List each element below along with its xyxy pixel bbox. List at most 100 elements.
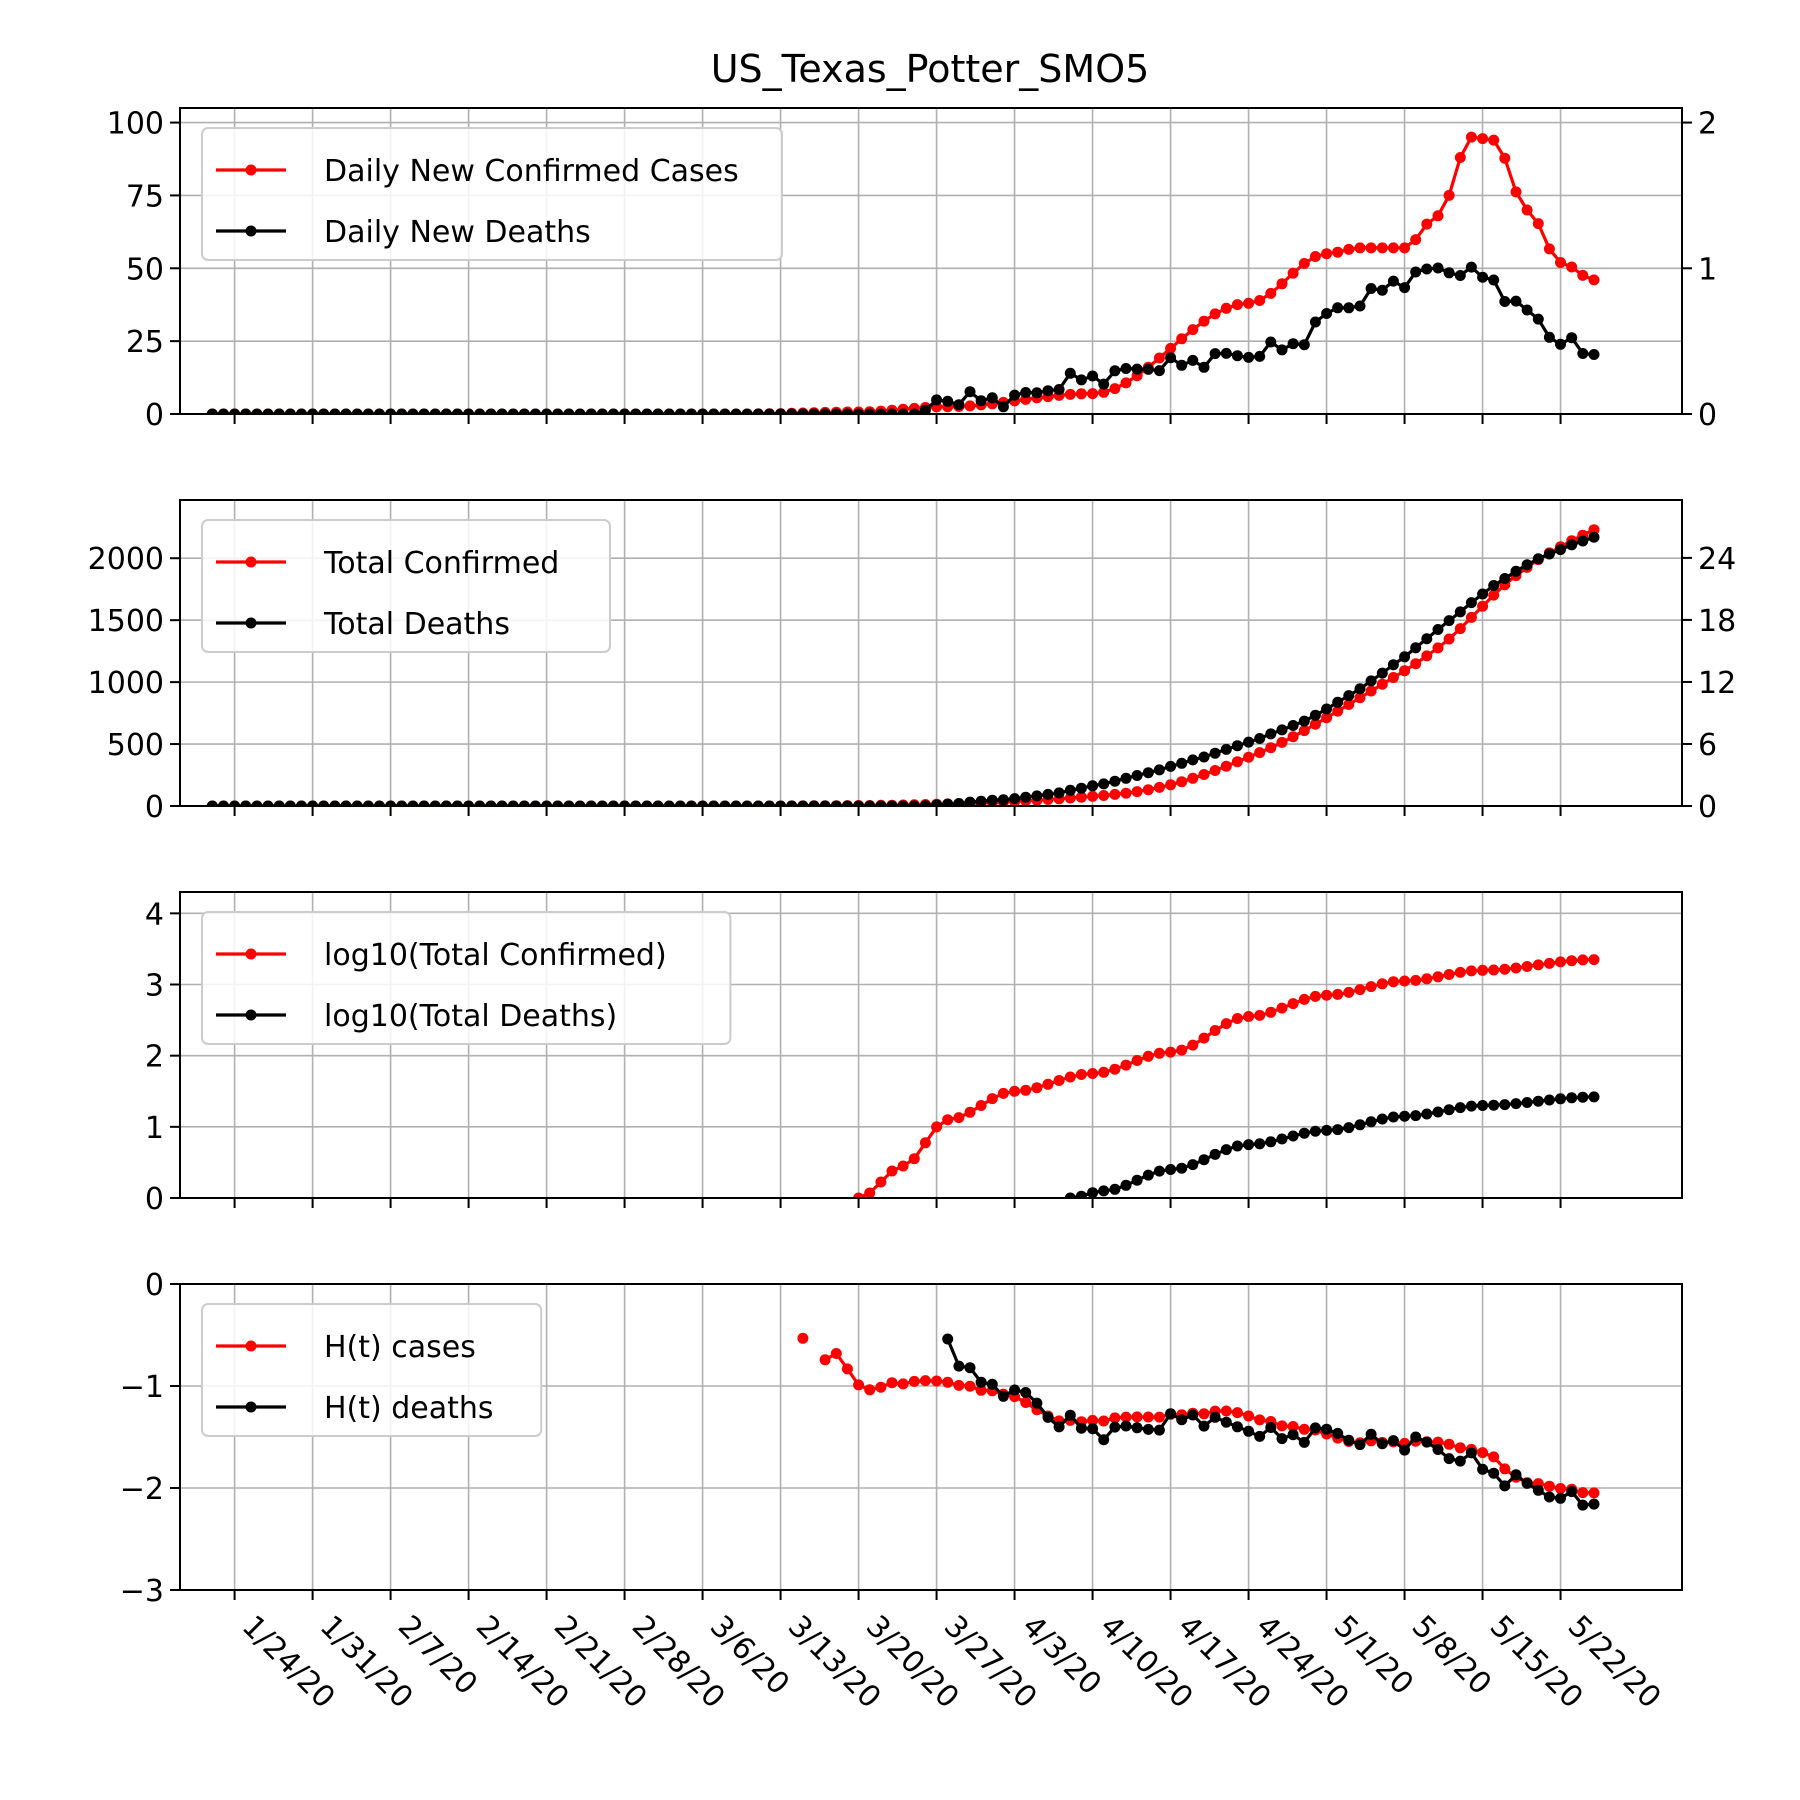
data-point xyxy=(1521,559,1533,571)
legend-marker xyxy=(245,1009,257,1021)
data-point xyxy=(819,408,831,414)
data-point xyxy=(1120,772,1132,784)
data-point xyxy=(1287,731,1299,743)
data-point xyxy=(942,1333,954,1345)
data-point xyxy=(919,404,931,414)
data-point xyxy=(1421,263,1433,275)
legend: Total Confirmed Total Deaths xyxy=(201,519,611,653)
data-point xyxy=(708,408,720,414)
data-point xyxy=(830,408,842,414)
data-point xyxy=(1499,1463,1511,1475)
data-point xyxy=(1454,1455,1466,1467)
data-point xyxy=(975,795,987,806)
data-point xyxy=(1287,267,1299,279)
data-point xyxy=(1087,1414,1099,1426)
data-point xyxy=(1265,728,1277,740)
data-point xyxy=(1410,658,1422,670)
data-point xyxy=(986,1093,998,1105)
data-point xyxy=(908,800,920,806)
data-point xyxy=(942,395,954,407)
data-point xyxy=(440,408,452,414)
data-point xyxy=(1165,1408,1177,1420)
data-point xyxy=(1410,234,1422,246)
data-point xyxy=(1165,760,1177,772)
data-point xyxy=(1142,1411,1154,1423)
data-point xyxy=(1376,1438,1388,1450)
data-point xyxy=(841,1363,853,1375)
data-point xyxy=(953,1379,965,1391)
data-point xyxy=(1465,261,1477,273)
data-point xyxy=(463,800,475,806)
data-point xyxy=(1521,1477,1533,1489)
data-point xyxy=(1298,258,1310,269)
data-point xyxy=(1588,531,1600,543)
data-point xyxy=(1165,352,1177,364)
data-point xyxy=(318,408,330,414)
data-point xyxy=(1298,1127,1310,1139)
data-point xyxy=(1198,1154,1210,1166)
data-point xyxy=(1543,1491,1555,1503)
data-point xyxy=(797,800,809,806)
data-point xyxy=(585,408,597,414)
data-point xyxy=(507,800,519,806)
data-point xyxy=(1231,1421,1243,1433)
data-point xyxy=(1020,1084,1032,1096)
data-point xyxy=(1153,365,1165,377)
data-point xyxy=(641,800,653,806)
data-point xyxy=(1332,696,1344,708)
data-point xyxy=(886,1165,898,1177)
data-point xyxy=(362,800,374,806)
data-point xyxy=(385,408,397,414)
data-point xyxy=(1098,778,1110,790)
data-point xyxy=(1187,354,1199,366)
data-point xyxy=(1432,971,1444,983)
data-point xyxy=(997,1390,1009,1402)
y-tick-label-right: 1 xyxy=(1698,252,1717,287)
data-point xyxy=(1209,348,1221,360)
data-point xyxy=(1243,1139,1255,1151)
data-point xyxy=(474,408,486,414)
data-point xyxy=(1243,751,1255,763)
data-point xyxy=(1075,388,1087,400)
data-point xyxy=(1376,678,1388,690)
data-point xyxy=(975,1376,987,1388)
data-point xyxy=(908,408,920,414)
data-point xyxy=(607,408,619,414)
y-tick-label-left: 1500 xyxy=(88,604,164,639)
data-point xyxy=(1209,1411,1221,1423)
data-point xyxy=(674,408,686,414)
data-point xyxy=(1510,295,1522,307)
data-point xyxy=(931,1121,943,1133)
data-point xyxy=(897,1160,909,1172)
data-point xyxy=(1343,1434,1355,1446)
data-point xyxy=(373,800,385,806)
y-tick-label-left: 1 xyxy=(145,1111,164,1146)
data-point xyxy=(1198,751,1210,763)
data-point xyxy=(964,796,976,806)
data-point xyxy=(897,800,909,806)
data-point xyxy=(1087,370,1099,382)
data-point xyxy=(1410,266,1422,278)
legend-box xyxy=(201,1303,543,1437)
data-point xyxy=(1131,1055,1143,1066)
data-point xyxy=(1142,767,1154,779)
data-point xyxy=(663,408,675,414)
data-point xyxy=(385,800,397,806)
data-point xyxy=(1555,338,1566,350)
data-point xyxy=(1399,1444,1411,1456)
data-point xyxy=(1543,957,1555,969)
y-tick-label-left: 2000 xyxy=(88,542,164,577)
data-point xyxy=(329,800,341,806)
data-point xyxy=(507,408,519,414)
data-point xyxy=(1354,692,1366,704)
data-point xyxy=(1198,769,1210,780)
data-point xyxy=(1477,964,1489,976)
data-point xyxy=(1220,1144,1232,1156)
data-point xyxy=(1209,747,1221,759)
data-point xyxy=(262,800,274,806)
data-point xyxy=(864,1384,876,1396)
data-point xyxy=(1098,1415,1110,1427)
data-point xyxy=(1254,295,1266,306)
y-tick-label-left: −3 xyxy=(120,1574,164,1609)
data-point xyxy=(685,800,697,806)
